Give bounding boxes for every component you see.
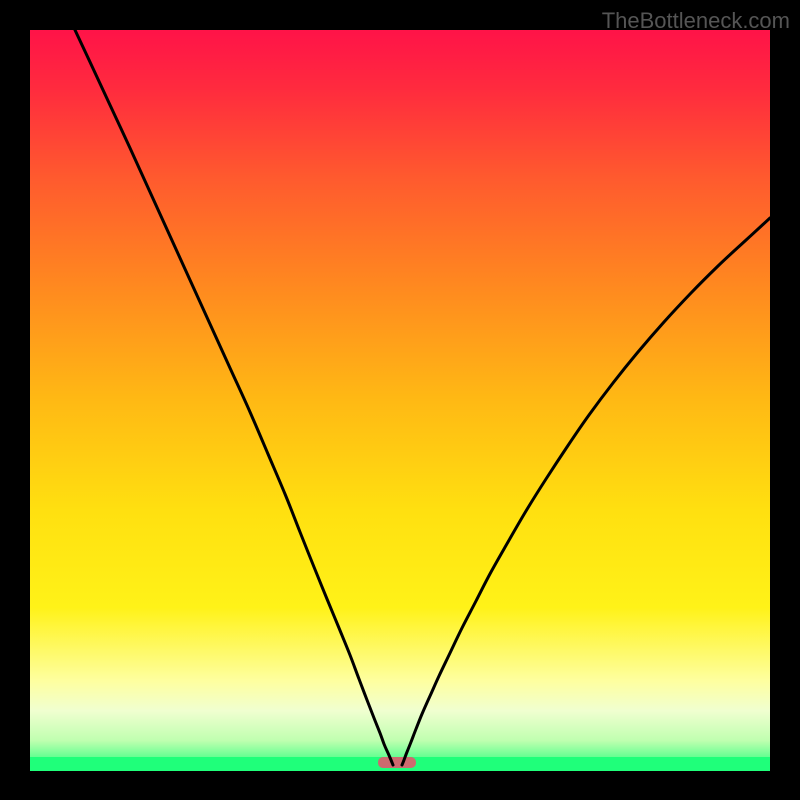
curve-overlay [0,0,800,800]
left-curve [75,30,393,765]
watermark-text: TheBottleneck.com [602,8,790,34]
right-curve [402,218,770,765]
